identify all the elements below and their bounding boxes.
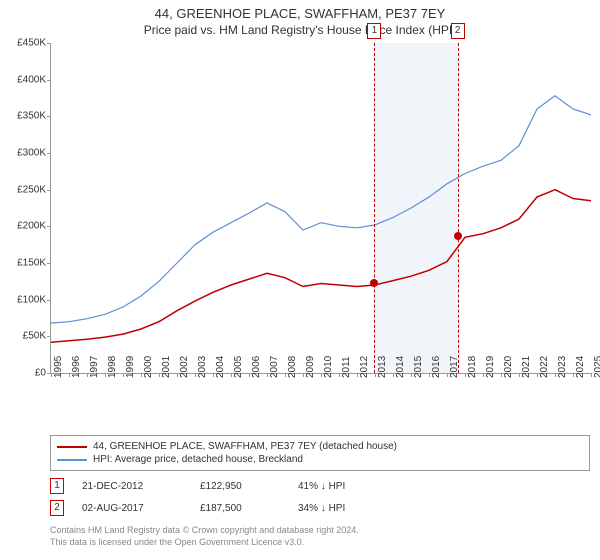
footnote-line2: This data is licensed under the Open Gov…: [50, 537, 304, 547]
transaction-date: 21-DEC-2012: [82, 481, 182, 492]
x-axis-label: 2000: [143, 356, 154, 378]
line-series-svg: [51, 43, 591, 373]
y-axis-label: £0: [35, 368, 46, 379]
chart-subtitle: Price paid vs. HM Land Registry's House …: [0, 21, 600, 43]
x-axis-label: 2015: [413, 356, 424, 378]
y-axis-label: £200K: [17, 221, 46, 232]
x-axis-label: 2014: [395, 356, 406, 378]
x-axis-label: 1997: [89, 356, 100, 378]
series-line: [51, 190, 591, 343]
footnote-line1: Contains HM Land Registry data © Crown c…: [50, 525, 359, 535]
transaction-row: 2 02-AUG-2017 £187,500 34% ↓ HPI: [50, 497, 590, 519]
y-axis-label: £400K: [17, 74, 46, 85]
x-axis-label: 2010: [323, 356, 334, 378]
x-axis-label: 2017: [449, 356, 460, 378]
legend-box: 44, GREENHOE PLACE, SWAFFHAM, PE37 7EY (…: [50, 435, 590, 471]
transaction-delta: 34% ↓ HPI: [298, 503, 398, 514]
transaction-row: 1 21-DEC-2012 £122,950 41% ↓ HPI: [50, 475, 590, 497]
x-axis-label: 1998: [107, 356, 118, 378]
plot-region: 12: [50, 43, 591, 374]
x-axis-label: 2022: [539, 356, 550, 378]
chart-title: 44, GREENHOE PLACE, SWAFFHAM, PE37 7EY: [0, 0, 600, 21]
footnote: Contains HM Land Registry data © Crown c…: [50, 525, 590, 548]
legend-item: HPI: Average price, detached house, Brec…: [57, 453, 583, 466]
y-axis-label: £250K: [17, 184, 46, 195]
x-axis-label: 2011: [341, 356, 352, 378]
transaction-price: £122,950: [200, 481, 280, 492]
x-axis-label: 2005: [233, 356, 244, 378]
x-axis-label: 2019: [485, 356, 496, 378]
transaction-date: 02-AUG-2017: [82, 503, 182, 514]
x-axis-label: 2008: [287, 356, 298, 378]
x-axis-label: 2003: [197, 356, 208, 378]
x-axis-label: 2013: [377, 356, 388, 378]
x-axis-label: 1999: [125, 356, 136, 378]
legend-label: HPI: Average price, detached house, Brec…: [93, 454, 303, 465]
x-axis-label: 2023: [557, 356, 568, 378]
data-point-2: [454, 232, 462, 240]
x-axis-label: 2021: [521, 356, 532, 378]
transaction-marker: 1: [50, 478, 64, 494]
transactions-table: 1 21-DEC-2012 £122,950 41% ↓ HPI 2 02-AUG-201…: [50, 475, 590, 519]
y-axis-label: £350K: [17, 111, 46, 122]
legend-label: 44, GREENHOE PLACE, SWAFFHAM, PE37 7EY (…: [93, 441, 397, 452]
vertical-marker-line: [458, 43, 459, 373]
transaction-marker: 2: [50, 500, 64, 516]
y-axis-label: £50K: [23, 331, 46, 342]
x-axis-label: 2024: [575, 356, 586, 378]
data-point-1: [370, 279, 378, 287]
transaction-delta: 41% ↓ HPI: [298, 481, 398, 492]
vertical-marker-line: [374, 43, 375, 373]
chart-container: 44, GREENHOE PLACE, SWAFFHAM, PE37 7EY P…: [0, 0, 600, 560]
marker-label-2: 2: [451, 23, 465, 39]
series-line: [51, 96, 591, 323]
x-axis-label: 2012: [359, 356, 370, 378]
y-axis-label: £450K: [17, 38, 46, 49]
transaction-price: £187,500: [200, 503, 280, 514]
x-axis-label: 2020: [503, 356, 514, 378]
y-axis-label: £100K: [17, 294, 46, 305]
legend-swatch: [57, 446, 87, 448]
x-axis-label: 2002: [179, 356, 190, 378]
x-axis-label: 2006: [251, 356, 262, 378]
x-axis-label: 2007: [269, 356, 280, 378]
x-axis-label: 2001: [161, 356, 172, 378]
x-axis-label: 1995: [53, 356, 64, 378]
x-axis-label: 2025: [593, 356, 600, 378]
x-axis-label: 2018: [467, 356, 478, 378]
x-axis-label: 1996: [71, 356, 82, 378]
legend-item: 44, GREENHOE PLACE, SWAFFHAM, PE37 7EY (…: [57, 440, 583, 453]
x-axis-label: 2004: [215, 356, 226, 378]
chart-area: 12 £0£50K£100K£150K£200K£250K£300K£350K£…: [50, 43, 590, 393]
x-axis-label: 2009: [305, 356, 316, 378]
y-axis-label: £300K: [17, 148, 46, 159]
marker-label-1: 1: [367, 23, 381, 39]
y-axis-label: £150K: [17, 258, 46, 269]
x-axis-label: 2016: [431, 356, 442, 378]
legend-swatch: [57, 459, 87, 461]
